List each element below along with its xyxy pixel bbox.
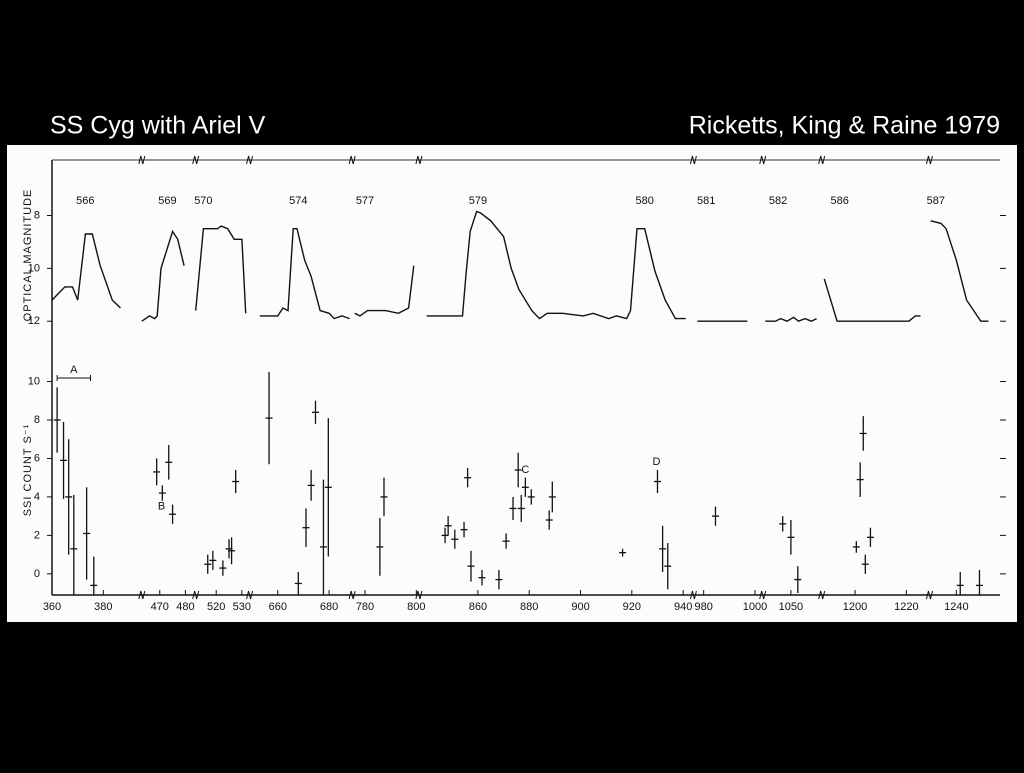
axis-break <box>246 590 254 600</box>
light-curve <box>426 210 686 320</box>
outburst-label: 587 <box>927 195 945 207</box>
x-tick-label: 1240 <box>944 601 968 613</box>
x-tick-label: 680 <box>320 601 338 613</box>
axis-break <box>689 155 697 165</box>
x-tick-label: 1050 <box>779 601 803 613</box>
x-tick-label: 360 <box>43 601 61 613</box>
outburst-label: 586 <box>830 195 848 207</box>
x-tick-label: 660 <box>269 601 287 613</box>
y-tick-label: 8 <box>34 414 40 426</box>
axis-break <box>689 590 697 600</box>
annotation: A <box>70 364 78 376</box>
y-tick-label: 10 <box>28 262 40 274</box>
light-curve <box>354 265 415 317</box>
annotation-span <box>56 375 91 381</box>
outburst-label: 580 <box>635 195 653 207</box>
axis-break <box>759 155 767 165</box>
x-tick-label: 530 <box>233 601 251 613</box>
y-axis-label: OPTICAL MAGNITUDE <box>22 189 34 322</box>
axis-break <box>192 590 200 600</box>
axis-break <box>192 155 200 165</box>
light-curve <box>765 316 817 322</box>
x-tick-label: 470 <box>151 601 169 613</box>
outburst-label: 569 <box>158 195 176 207</box>
axis-break <box>415 590 423 600</box>
y-tick-label: 4 <box>34 491 40 503</box>
x-tick-label: 1200 <box>843 601 867 613</box>
x-tick-label: 780 <box>356 601 374 613</box>
light-curve <box>51 233 121 309</box>
y-tick-label: 2 <box>34 529 40 541</box>
x-tick-label: 380 <box>94 601 112 613</box>
x-tick-label: 980 <box>694 601 712 613</box>
x-tick-label: 480 <box>176 601 194 613</box>
light-curve <box>195 225 247 314</box>
figure: OPTICAL MAGNITUDE SSI COUNT S⁻¹ 8 10 12 0 2 4… <box>7 145 1017 622</box>
axis-break <box>818 155 826 165</box>
x-tick-label: 880 <box>520 601 538 613</box>
axis-break <box>348 590 356 600</box>
figure-background <box>7 145 1017 622</box>
y-axis-label: SSI COUNT S⁻¹ <box>22 424 34 517</box>
outburst-label: 574 <box>289 195 307 207</box>
citation: Ricketts, King & Raine 1979 <box>689 112 1000 140</box>
axis-break <box>138 155 146 165</box>
axis-break <box>925 155 933 165</box>
y-tick-label: 0 <box>34 568 40 580</box>
annotation: B <box>158 500 165 512</box>
x-tick-label: 940 <box>674 601 692 613</box>
axis-break <box>925 590 933 600</box>
axis-break <box>246 155 254 165</box>
light-curve <box>823 278 921 322</box>
axis-break <box>348 155 356 165</box>
axis-break <box>818 590 826 600</box>
y-tick-label: 10 <box>28 375 40 387</box>
y-tick-label: 12 <box>28 315 40 327</box>
annotation: C <box>521 464 529 476</box>
annotation: D <box>652 456 660 468</box>
y-tick-label: 6 <box>34 452 40 464</box>
light-curve <box>141 229 185 322</box>
outburst-label: 577 <box>356 195 374 207</box>
light-curve <box>930 220 989 322</box>
x-tick-label: 920 <box>623 601 641 613</box>
axis-break <box>138 590 146 600</box>
light-curve <box>259 228 350 320</box>
x-tick-label: 1000 <box>743 601 767 613</box>
outburst-label: 582 <box>769 195 787 207</box>
x-tick-label: 860 <box>469 601 487 613</box>
outburst-label: 581 <box>697 195 715 207</box>
x-tick-label: 900 <box>571 601 589 613</box>
y-tick-label: 8 <box>34 209 40 221</box>
outburst-label: 579 <box>469 195 487 207</box>
outburst-label: 570 <box>194 195 212 207</box>
slide-title: SS Cyg with Ariel V <box>50 112 266 140</box>
x-tick-label: 1220 <box>894 601 918 613</box>
axis-break <box>759 590 767 600</box>
axis-break <box>415 155 423 165</box>
x-tick-label: 520 <box>207 601 225 613</box>
outburst-label: 566 <box>76 195 94 207</box>
x-tick-label: 800 <box>407 601 425 613</box>
